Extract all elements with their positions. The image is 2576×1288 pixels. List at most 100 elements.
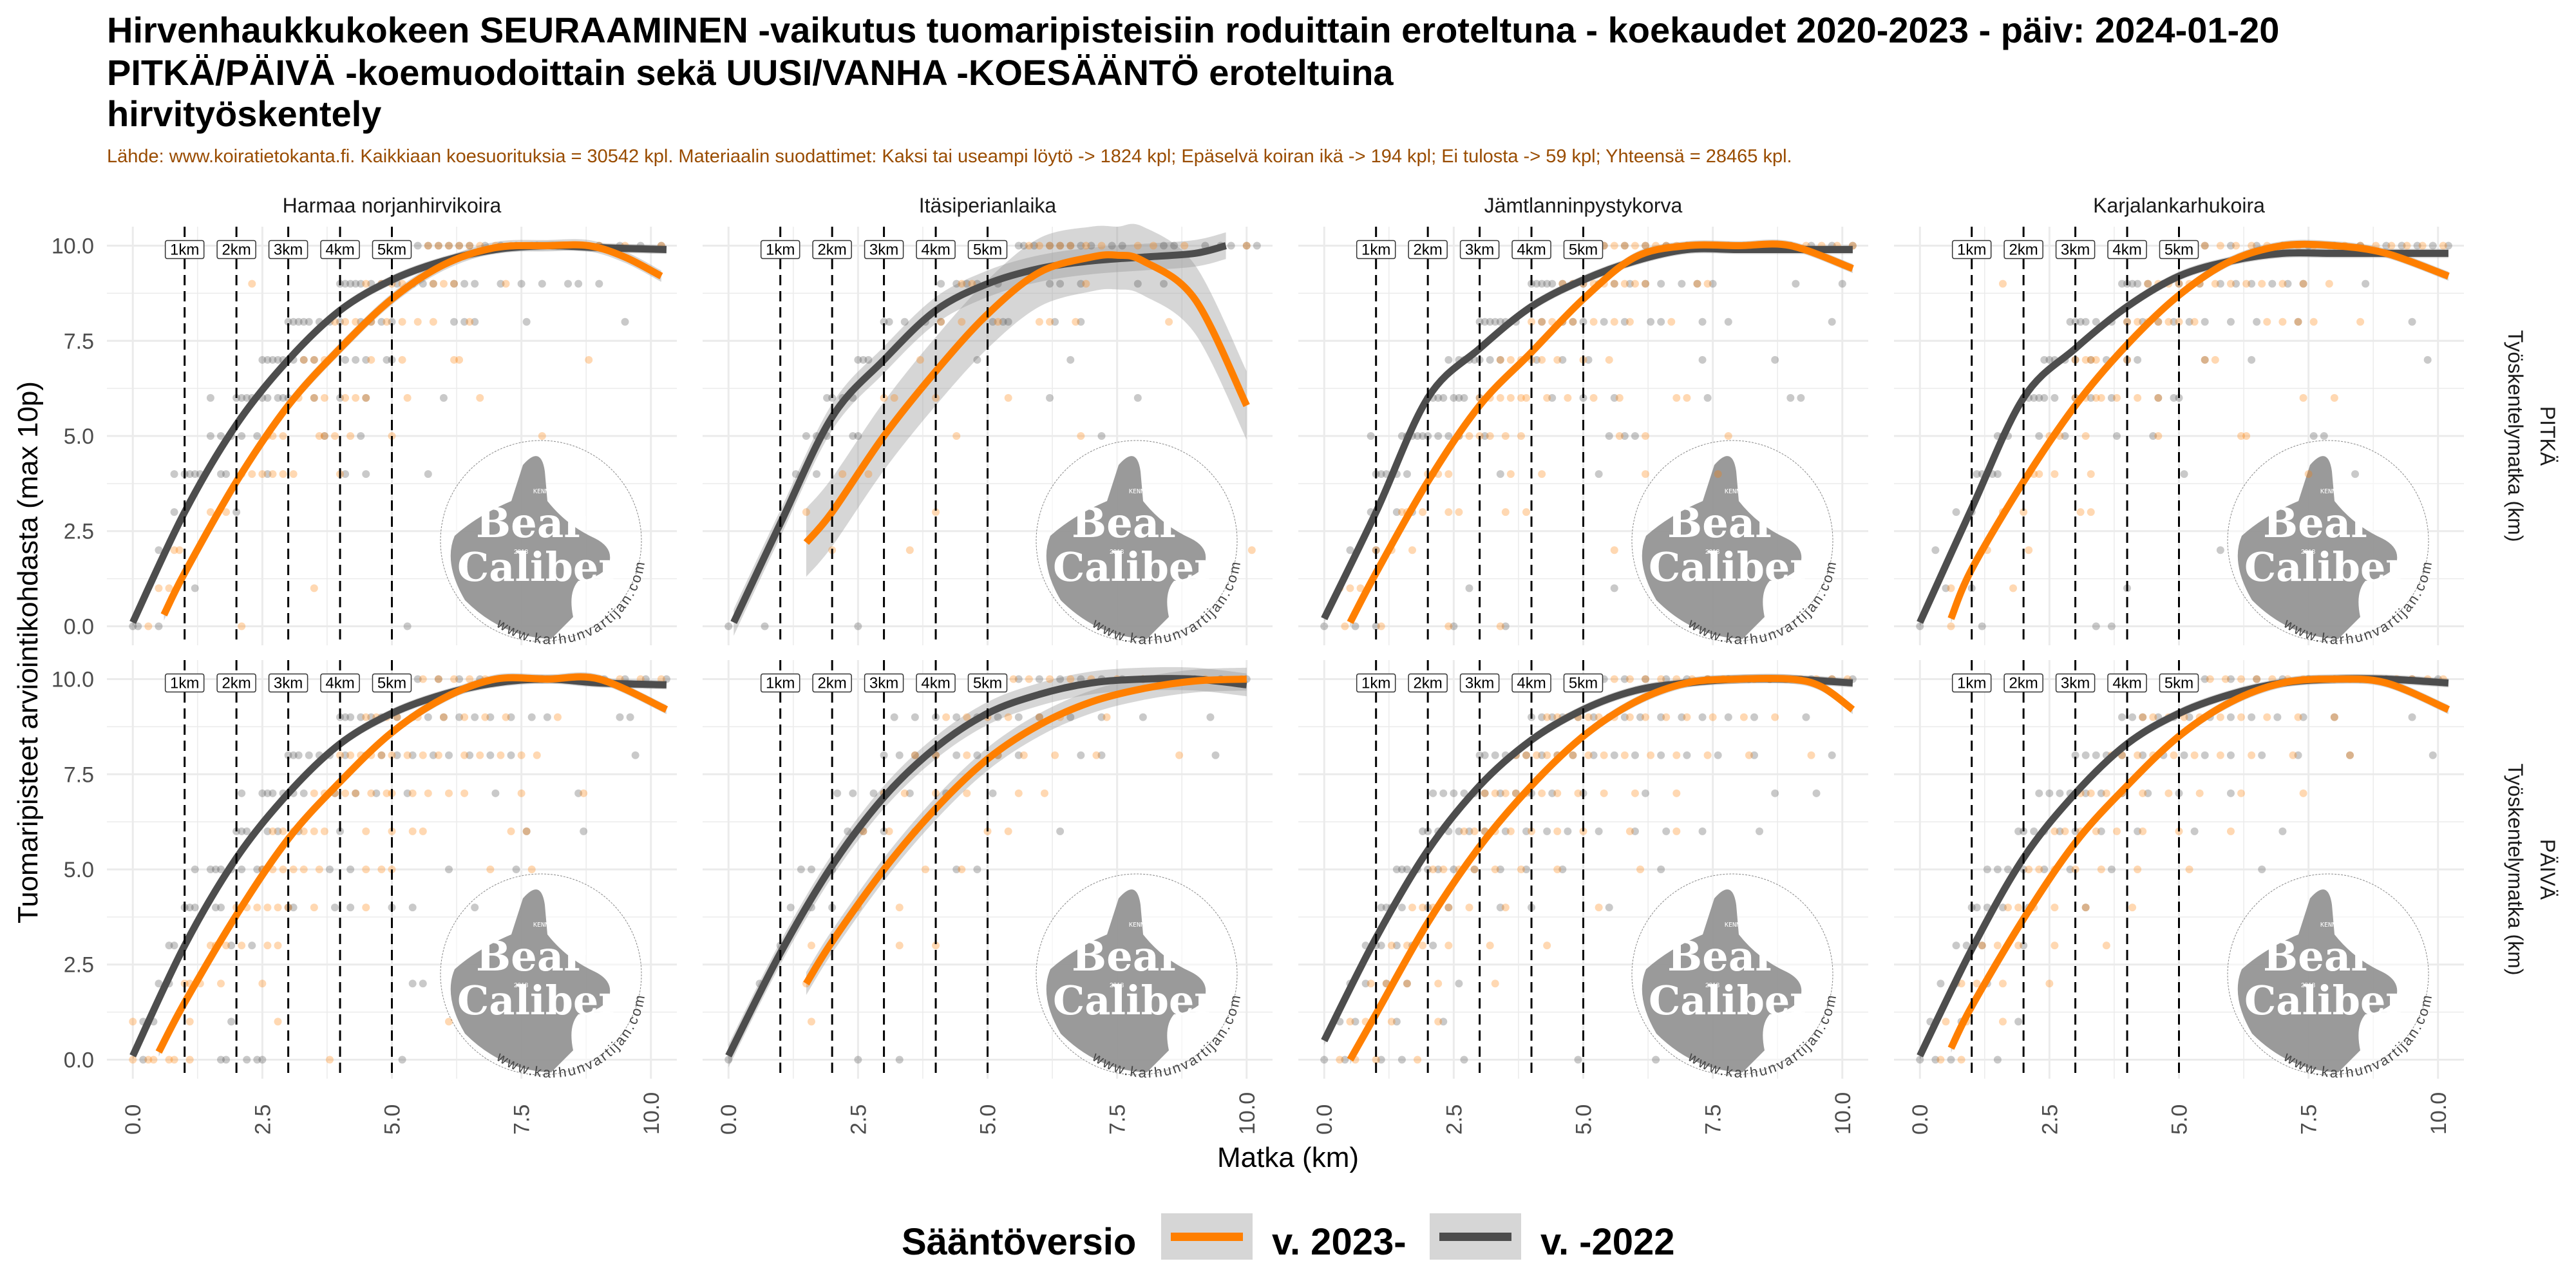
data-point-new — [2112, 393, 2121, 402]
data-point-old — [1522, 827, 1530, 835]
data-point-old — [352, 355, 360, 364]
data-point-new — [1647, 751, 1655, 759]
data-point-old — [2284, 279, 2292, 288]
data-point-old — [346, 866, 355, 873]
data-point-old — [2014, 1018, 2023, 1026]
reference-label: 1km — [1361, 242, 1390, 259]
data-point-old — [1584, 355, 1593, 364]
reference-label-box — [216, 673, 256, 693]
data-point-old — [1916, 622, 1924, 630]
data-point-old — [1486, 355, 1494, 364]
data-point-new — [398, 317, 406, 326]
data-point-old — [2398, 242, 2406, 250]
data-point-new — [1553, 355, 1562, 364]
data-point-old — [2144, 789, 2152, 797]
data-point-old — [574, 789, 583, 797]
data-point-old — [1346, 546, 1354, 554]
data-point-new — [932, 942, 940, 950]
data-point-new — [1465, 432, 1473, 440]
trend-line-new — [803, 251, 1250, 545]
data-point-old — [2134, 827, 2142, 835]
data-point-old — [289, 751, 298, 759]
watermark-year: 2018 — [2301, 549, 2316, 556]
data-point-new — [2081, 904, 2090, 912]
data-point-old — [2097, 827, 2105, 835]
watermark-caliber: Caliber — [1053, 977, 1216, 1024]
data-point-old — [2118, 279, 2126, 288]
data-point-new — [2149, 713, 2157, 721]
data-point-new — [1496, 622, 1504, 630]
reference-label: 1km — [1361, 675, 1390, 692]
data-point-old — [341, 470, 350, 478]
data-point-old — [1377, 1056, 1385, 1064]
data-point-new — [2144, 279, 2152, 288]
watermark-caliber: Caliber — [1649, 977, 1812, 1024]
reference-label-box — [2003, 240, 2043, 260]
data-point-old — [2035, 789, 2043, 797]
data-point-old — [263, 789, 272, 797]
data-point-old — [269, 789, 277, 797]
data-point-old — [445, 751, 453, 759]
data-point-new — [1470, 866, 1479, 873]
data-point-new — [1631, 242, 1639, 250]
data-point-old — [2253, 675, 2261, 683]
x-tick-label: 10.0 — [1831, 1092, 1855, 1135]
data-point-old — [1589, 751, 1598, 759]
data-point-old — [357, 713, 365, 721]
data-point-old — [1812, 789, 1821, 797]
data-point-old — [2081, 317, 2090, 326]
data-point-new — [1460, 827, 1468, 835]
reference-label-box — [760, 673, 800, 693]
data-point-new — [2035, 470, 2043, 478]
data-point-new — [2014, 942, 2023, 950]
data-point-new — [1004, 393, 1012, 402]
data-point-old — [1170, 242, 1179, 250]
data-point-old — [1403, 866, 1411, 873]
data-point-new — [2242, 279, 2251, 288]
data-point-new — [424, 789, 432, 797]
data-point-old — [937, 317, 945, 326]
watermark-logo: KENNELBear2018Caliberwww.karhunvartijan.… — [440, 440, 647, 647]
data-point-new — [1046, 242, 1054, 250]
data-point-new — [299, 866, 308, 873]
data-point-new — [206, 508, 214, 516]
data-point-old — [911, 713, 919, 721]
data-point-old — [1227, 242, 1235, 250]
data-point-old — [952, 751, 961, 759]
data-point-old — [170, 470, 178, 478]
data-point-old — [2299, 279, 2307, 288]
data-point-old — [1657, 751, 1665, 759]
data-point-new — [1543, 751, 1551, 759]
data-point-new — [315, 432, 323, 440]
data-point-old — [626, 713, 634, 721]
data-point-old — [2040, 866, 2049, 873]
data-point-old — [486, 751, 495, 759]
data-point-old — [217, 1056, 225, 1064]
data-point-old — [2092, 317, 2100, 326]
data-point-old — [854, 355, 862, 364]
reference-label: 3km — [869, 242, 898, 259]
data-point-old — [761, 622, 769, 630]
data-point-new — [450, 279, 459, 288]
data-point-new — [1434, 980, 1443, 988]
legend-line-old — [1439, 1233, 1511, 1241]
data-point-new — [274, 942, 282, 950]
data-point-old — [217, 470, 225, 478]
data-point-new — [1377, 622, 1385, 630]
data-point-old — [2056, 789, 2064, 797]
data-point-old — [512, 866, 520, 873]
data-point-new — [424, 242, 432, 250]
data-point-old — [2180, 470, 2188, 478]
data-point-old — [1361, 980, 1370, 988]
data-point-old — [2107, 393, 2116, 402]
data-point-new — [1584, 751, 1593, 759]
watermark-logo: KENNELBear2018Caliberwww.karhunvartijan.… — [440, 873, 647, 1081]
data-point-new — [1610, 675, 1618, 683]
x-tick-label: 2.5 — [846, 1104, 871, 1135]
data-point-old — [1439, 1018, 1448, 1026]
data-point-new — [1419, 508, 1427, 516]
data-point-new — [963, 789, 971, 797]
data-point-new — [129, 1018, 137, 1026]
data-point-old — [890, 713, 898, 721]
data-point-old — [507, 751, 515, 759]
